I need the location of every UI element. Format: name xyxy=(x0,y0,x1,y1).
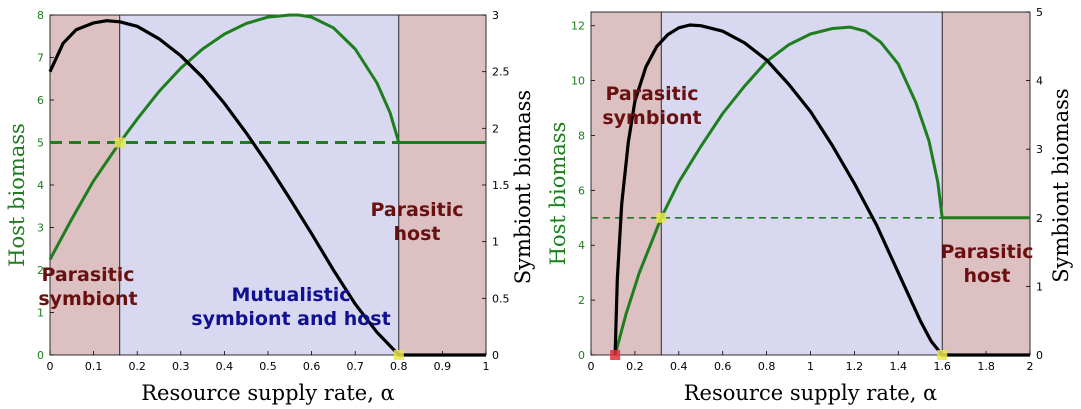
x-tick-label: 0.7 xyxy=(346,360,364,373)
x-tick-label: 1.6 xyxy=(933,360,951,373)
y-left-tick-label: 3 xyxy=(37,222,44,235)
x-tick-label: 1.4 xyxy=(890,360,908,373)
y-right-tick-label: 2.5 xyxy=(492,66,510,79)
region-parasitic-1 xyxy=(50,15,120,355)
x-tick-label: 1 xyxy=(483,360,490,373)
x-tick-label: 2 xyxy=(1027,360,1034,373)
y-left-axis-title: Host biomass xyxy=(5,123,29,267)
y-left-tick-label: 10 xyxy=(571,75,585,88)
chart-panel-2: 0 0.2 0.4 0.6 0.8 1 1.2 1.4 1.6 1.8 20246810120123… xyxy=(546,6,1073,405)
x-tick-label: 0 xyxy=(588,360,595,373)
x-tick-label: 1 xyxy=(807,360,814,373)
y-left-tick-label: 8 xyxy=(578,129,585,142)
yellow-point-marker xyxy=(937,350,948,360)
x-tick-label: 0.6 xyxy=(714,360,732,373)
x-tick-label: 0.2 xyxy=(128,360,146,373)
x-tick-label: 0.5 xyxy=(259,360,277,373)
y-right-tick-label: 0 xyxy=(492,349,499,362)
y-left-tick-label: 4 xyxy=(37,179,44,192)
region-label-parasitic: Parasitic host xyxy=(940,241,1033,287)
x-tick-label: 0.4 xyxy=(670,360,688,373)
y-right-tick-label: 2 xyxy=(1036,212,1043,225)
y-left-tick-label: 7 xyxy=(37,52,44,65)
region-parasitic-1 xyxy=(591,12,662,355)
y-right-tick-label: 1.5 xyxy=(492,179,510,192)
region-mutualistic-2 xyxy=(661,12,943,355)
y-right-tick-label: 4 xyxy=(1036,75,1043,88)
y-left-tick-label: 1 xyxy=(37,307,44,320)
region-parasitic-3 xyxy=(942,12,1030,355)
yellow-point-marker xyxy=(114,137,125,148)
y-right-tick-label: 2 xyxy=(492,122,499,135)
y-left-axis-title: Host biomass xyxy=(546,122,570,266)
x-tick-label: 0.1 xyxy=(85,360,103,373)
yellow-point-marker xyxy=(393,350,404,360)
chart-panel-1: 0 0.1 0.2 0.3 0.4 0.5 0.6 0.7 0.8 0.9 101234567800… xyxy=(5,9,535,405)
y-left-tick-label: 0 xyxy=(37,349,44,362)
y-right-tick-label: 0 xyxy=(1036,349,1043,362)
y-right-tick-label: 1 xyxy=(492,236,499,249)
y-right-tick-label: 3 xyxy=(1036,143,1043,156)
x-tick-label: 0.8 xyxy=(758,360,776,373)
x-tick-label: 0.8 xyxy=(390,360,408,373)
symbiont-biomass-line xyxy=(48,19,486,357)
y-right-axis-title: Symbiont biomass xyxy=(1049,88,1073,282)
y-left-tick-label: 6 xyxy=(37,94,44,107)
red-point-marker xyxy=(610,350,621,360)
region-label-parasitic: Parasitic symbiont xyxy=(38,264,137,310)
x-tick-label: 0.6 xyxy=(303,360,321,373)
y-right-axis-title: Symbiont biomass xyxy=(511,90,535,284)
region-parasitic-3 xyxy=(398,15,486,355)
y-left-tick-label: 5 xyxy=(37,137,44,150)
x-tick-label: 0 xyxy=(47,360,54,373)
x-axis-title: Resource supply rate, α xyxy=(684,381,938,405)
y-left-tick-label: 2 xyxy=(578,294,585,307)
region-label-parasitic: Parasitic symbiont xyxy=(602,83,701,129)
y-left-tick-label: 0 xyxy=(578,349,585,362)
x-tick-label: 1.2 xyxy=(846,360,864,373)
y-right-tick-label: 3 xyxy=(492,9,499,22)
y-right-tick-label: 5 xyxy=(1036,6,1043,19)
region-label-parasitic: Parasitic host xyxy=(370,199,463,245)
x-tick-label: 1.8 xyxy=(977,360,995,373)
y-left-tick-label: 6 xyxy=(578,184,585,197)
host-biomass-line xyxy=(48,13,486,261)
yellow-point-marker xyxy=(656,212,667,223)
y-right-tick-label: 1 xyxy=(1036,280,1043,293)
x-tick-label: 0.2 xyxy=(626,360,644,373)
x-tick-label: 0.4 xyxy=(216,360,234,373)
x-tick-label: 0.9 xyxy=(434,360,452,373)
x-tick-label: 0.3 xyxy=(172,360,190,373)
y-left-tick-label: 8 xyxy=(37,9,44,22)
y-left-tick-label: 4 xyxy=(578,239,585,252)
region-label-mutualistic: Mutualistic symbiont and host xyxy=(191,284,390,330)
y-left-tick-label: 2 xyxy=(37,264,44,277)
x-axis-title: Resource supply rate, α xyxy=(141,381,395,405)
y-left-tick-label: 12 xyxy=(571,20,585,33)
y-right-tick-label: 0.5 xyxy=(492,292,510,305)
